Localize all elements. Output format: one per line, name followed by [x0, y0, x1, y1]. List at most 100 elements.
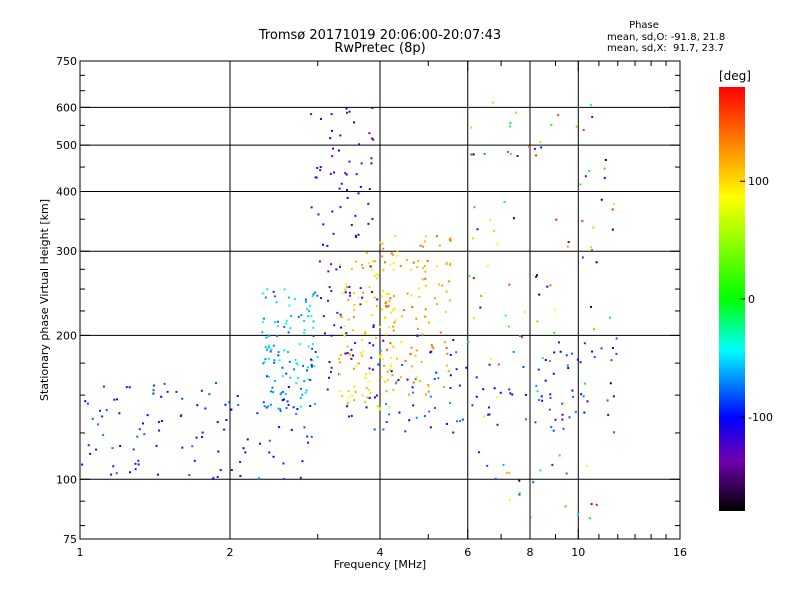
- data-point: [385, 293, 388, 296]
- data-point: [511, 393, 514, 396]
- data-point: [225, 419, 228, 422]
- x-tick-label: 1: [77, 546, 84, 559]
- data-point: [417, 259, 420, 262]
- data-point: [382, 269, 385, 272]
- data-point: [361, 296, 364, 299]
- data-point: [384, 302, 387, 305]
- data-point: [129, 471, 132, 474]
- data-point: [327, 270, 330, 273]
- data-point: [332, 232, 335, 235]
- data-point: [575, 125, 578, 128]
- data-point: [353, 399, 356, 402]
- data-point: [224, 403, 227, 406]
- data-point: [416, 327, 419, 330]
- data-point: [388, 300, 391, 303]
- data-point: [364, 332, 367, 335]
- data-point: [304, 391, 307, 394]
- data-point: [405, 259, 408, 262]
- data-point: [285, 372, 288, 375]
- data-point: [264, 346, 267, 349]
- data-point: [338, 265, 341, 268]
- data-point: [314, 350, 317, 353]
- data-point: [390, 356, 393, 359]
- data-point: [433, 297, 436, 300]
- data-point: [368, 396, 371, 399]
- data-point: [261, 321, 264, 324]
- data-point: [137, 463, 140, 466]
- data-point: [536, 320, 539, 323]
- data-point: [368, 132, 371, 135]
- data-point: [487, 406, 490, 409]
- data-point: [483, 152, 486, 155]
- data-point: [445, 262, 448, 265]
- data-point: [424, 240, 427, 243]
- data-point: [540, 146, 543, 149]
- data-point: [473, 206, 476, 209]
- data-point: [376, 405, 379, 408]
- data-point: [95, 448, 98, 451]
- data-point: [102, 385, 105, 388]
- data-point: [211, 477, 214, 480]
- data-point: [219, 469, 222, 472]
- data-point: [382, 247, 385, 250]
- data-point: [421, 245, 424, 248]
- data-point: [535, 274, 538, 277]
- data-point: [370, 356, 373, 359]
- data-point: [347, 396, 350, 399]
- data-point: [160, 395, 163, 398]
- data-point: [380, 375, 383, 378]
- data-point: [579, 183, 582, 186]
- data-point: [391, 345, 394, 348]
- data-point: [449, 401, 452, 404]
- data-point: [581, 256, 584, 259]
- data-point: [223, 428, 226, 431]
- data-point: [375, 272, 378, 275]
- data-point: [191, 445, 194, 448]
- data-point: [313, 402, 316, 405]
- data-point: [445, 290, 448, 293]
- data-point: [292, 406, 295, 409]
- data-point: [371, 137, 374, 140]
- data-point: [381, 242, 384, 245]
- data-point: [355, 173, 358, 176]
- data-point: [289, 327, 292, 330]
- data-point: [532, 481, 535, 484]
- data-point: [445, 347, 448, 350]
- data-point: [353, 303, 356, 306]
- data-point: [427, 384, 430, 387]
- data-point: [361, 338, 364, 341]
- axis-labels-layer: 1 2 4 6 8 10 16 75 100 200 300 400 500 600 750 Frequenc…: [38, 55, 687, 571]
- data-point: [311, 295, 314, 298]
- data-point: [281, 375, 284, 378]
- data-point: [309, 304, 312, 307]
- data-point: [424, 284, 427, 287]
- data-point: [268, 439, 271, 442]
- data-point: [346, 402, 349, 405]
- data-point: [518, 479, 521, 482]
- y-tick-label: 100: [56, 473, 77, 486]
- data-point: [367, 262, 370, 265]
- data-point: [514, 111, 517, 114]
- data-point: [406, 378, 409, 381]
- data-point: [339, 206, 342, 209]
- data-point: [378, 356, 381, 359]
- data-point: [344, 291, 347, 294]
- data-point: [283, 478, 286, 481]
- data-point: [118, 412, 121, 415]
- data-point: [284, 392, 287, 395]
- data-point: [411, 386, 414, 389]
- data-point: [424, 315, 427, 318]
- phase-colorbar: 100 0 -100: [719, 87, 773, 511]
- data-point: [429, 395, 432, 398]
- data-point: [395, 380, 398, 383]
- data-point: [574, 410, 577, 413]
- data-point: [483, 415, 486, 418]
- data-point: [508, 125, 511, 128]
- data-point: [376, 277, 379, 280]
- data-point: [97, 423, 100, 426]
- data-point: [430, 343, 433, 346]
- data-point: [516, 155, 519, 158]
- data-point: [559, 350, 562, 353]
- data-point: [360, 162, 363, 165]
- data-point: [331, 129, 334, 132]
